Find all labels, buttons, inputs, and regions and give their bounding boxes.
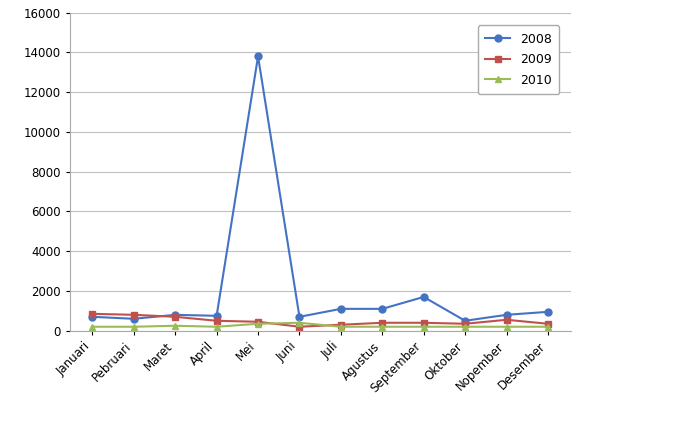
2008 [129, 316, 138, 321]
2009 [378, 320, 386, 325]
2010 [212, 324, 221, 329]
2009 [254, 319, 262, 324]
2009 [295, 324, 303, 329]
2008 [461, 318, 469, 324]
2008 [254, 54, 262, 59]
2010 [420, 324, 428, 329]
2008 [420, 294, 428, 299]
2010 [254, 321, 262, 326]
2010 [544, 324, 552, 329]
2009 [503, 317, 511, 322]
2008 [544, 309, 552, 314]
2008 [337, 306, 345, 311]
2009 [129, 312, 138, 317]
2010 [171, 323, 180, 328]
2010 [461, 324, 469, 329]
2009 [337, 322, 345, 327]
Line: 2008: 2008 [89, 53, 551, 324]
2008 [295, 314, 303, 319]
2009 [88, 311, 97, 316]
2009 [461, 321, 469, 326]
Line: 2009: 2009 [89, 310, 551, 330]
2010 [129, 324, 138, 329]
2009 [544, 321, 552, 326]
2010 [337, 324, 345, 329]
2010 [503, 324, 511, 329]
2008 [378, 306, 386, 311]
Line: 2010: 2010 [89, 319, 551, 330]
2008 [503, 312, 511, 317]
2010 [295, 320, 303, 325]
2009 [420, 320, 428, 325]
2008 [212, 313, 221, 318]
2010 [88, 324, 97, 329]
2009 [171, 314, 180, 319]
2010 [378, 324, 386, 329]
2009 [212, 318, 221, 324]
Legend: 2008, 2009, 2010: 2008, 2009, 2010 [477, 25, 560, 94]
2008 [171, 312, 180, 317]
2008 [88, 314, 97, 319]
